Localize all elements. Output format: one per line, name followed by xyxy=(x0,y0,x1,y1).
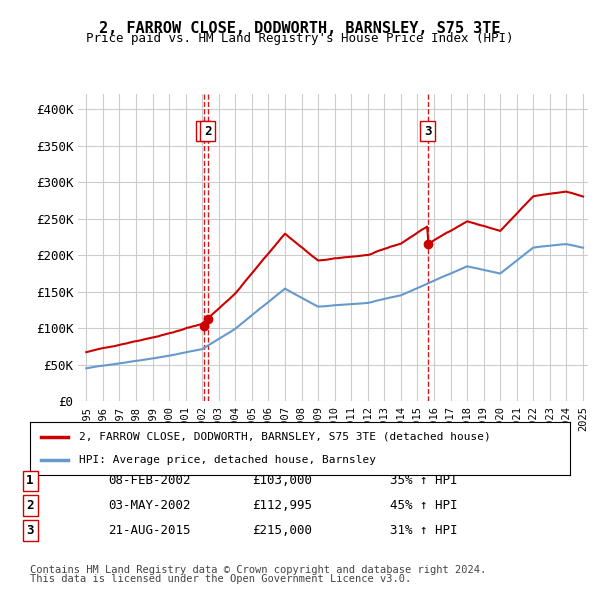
Text: £112,995: £112,995 xyxy=(252,499,312,512)
Text: £103,000: £103,000 xyxy=(252,474,312,487)
Text: 1: 1 xyxy=(26,474,34,487)
Text: This data is licensed under the Open Government Licence v3.0.: This data is licensed under the Open Gov… xyxy=(30,574,411,584)
Text: 45% ↑ HPI: 45% ↑ HPI xyxy=(390,499,458,512)
Text: 3: 3 xyxy=(26,524,34,537)
Text: 2: 2 xyxy=(26,499,34,512)
Text: 2: 2 xyxy=(204,124,211,137)
Text: Contains HM Land Registry data © Crown copyright and database right 2024.: Contains HM Land Registry data © Crown c… xyxy=(30,565,486,575)
Text: £215,000: £215,000 xyxy=(252,524,312,537)
Text: 3: 3 xyxy=(424,124,431,137)
Text: 03-MAY-2002: 03-MAY-2002 xyxy=(108,499,191,512)
Text: 2, FARROW CLOSE, DODWORTH, BARNSLEY, S75 3TE: 2, FARROW CLOSE, DODWORTH, BARNSLEY, S75… xyxy=(99,21,501,35)
Text: Price paid vs. HM Land Registry's House Price Index (HPI): Price paid vs. HM Land Registry's House … xyxy=(86,32,514,45)
Text: 31% ↑ HPI: 31% ↑ HPI xyxy=(390,524,458,537)
Text: 2, FARROW CLOSE, DODWORTH, BARNSLEY, S75 3TE (detached house): 2, FARROW CLOSE, DODWORTH, BARNSLEY, S75… xyxy=(79,432,490,442)
Text: HPI: Average price, detached house, Barnsley: HPI: Average price, detached house, Barn… xyxy=(79,455,376,465)
Text: 21-AUG-2015: 21-AUG-2015 xyxy=(108,524,191,537)
Text: 35% ↑ HPI: 35% ↑ HPI xyxy=(390,474,458,487)
Text: 08-FEB-2002: 08-FEB-2002 xyxy=(108,474,191,487)
Text: 1: 1 xyxy=(200,124,208,137)
